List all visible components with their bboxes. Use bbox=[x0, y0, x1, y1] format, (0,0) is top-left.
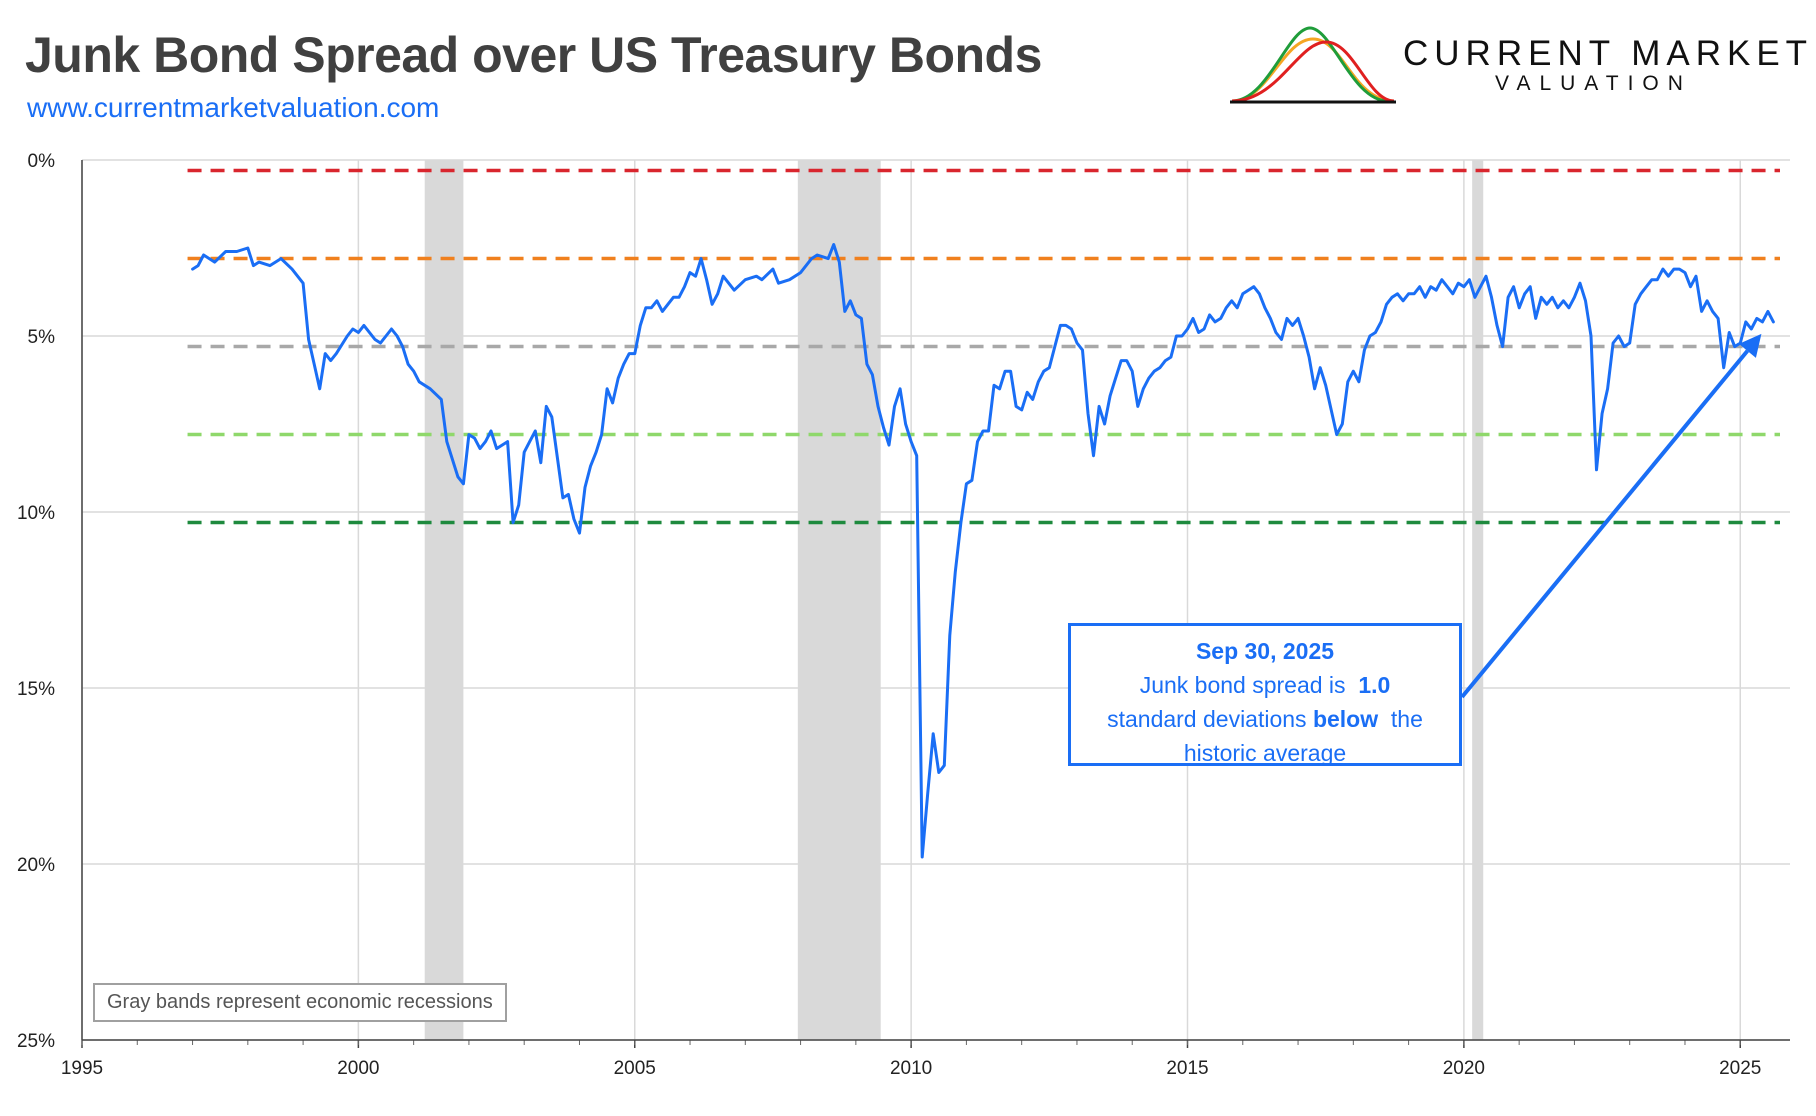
annotation-arrow bbox=[1460, 333, 1762, 699]
x-tick-label: 2000 bbox=[337, 1058, 379, 1079]
y-tick-label: 0% bbox=[28, 151, 56, 172]
annotation-arrow-shaft bbox=[1460, 349, 1749, 699]
logo-curve-red bbox=[1231, 40, 1395, 103]
series-line bbox=[191, 243, 1775, 859]
gridlines bbox=[81, 159, 1790, 1041]
annotation-box: Sep 30, 2025 Junk bond spread is 1.0 sta… bbox=[1068, 623, 1462, 766]
x-tick-label: 2020 bbox=[1443, 1058, 1485, 1079]
y-tick-label: 15% bbox=[17, 679, 55, 700]
website-link[interactable]: www.currentmarketvaluation.com bbox=[27, 92, 440, 123]
logo-curve-green bbox=[1231, 26, 1389, 103]
brand-name-line2: VALUATION bbox=[1495, 72, 1692, 95]
recession-band bbox=[1472, 160, 1484, 1040]
y-tick-label: 10% bbox=[17, 503, 55, 524]
reference-lines bbox=[187, 168, 1780, 525]
recession-band bbox=[797, 160, 881, 1040]
y-tick-label: 5% bbox=[28, 327, 56, 348]
annotation-line2: standard deviations below the bbox=[1107, 706, 1423, 732]
annotation-line3: historic average bbox=[1183, 740, 1347, 766]
brand-logo: CURRENT MARKET VALUATION bbox=[1228, 24, 1808, 104]
x-tick-label: 2015 bbox=[1166, 1058, 1208, 1079]
x-tick-label: 1995 bbox=[61, 1058, 103, 1079]
y-tick-label: 25% bbox=[17, 1031, 55, 1052]
brand-name-line1: CURRENT MARKET bbox=[1403, 34, 1814, 73]
series-layer bbox=[191, 243, 1775, 859]
recession-band bbox=[424, 160, 464, 1040]
y-tick-label: 20% bbox=[17, 855, 55, 876]
annotation-date: Sep 30, 2025 bbox=[1195, 638, 1335, 664]
x-tick-label: 2010 bbox=[890, 1058, 932, 1079]
annotation-line1: Junk bond spread is 1.0 bbox=[1139, 672, 1391, 698]
bell-curves-icon bbox=[1230, 26, 1396, 104]
axes: 0% 5% 10% 15% 20% 25% 1995 2000 2005 2010 2015 2020… bbox=[17, 151, 1790, 1079]
recession-bands bbox=[424, 160, 1484, 1040]
annotation-arrow-head bbox=[1738, 333, 1762, 358]
x-tick-label: 2005 bbox=[614, 1058, 656, 1079]
recession-note: Gray bands represent economic recessions bbox=[93, 983, 507, 1022]
chart-title: Junk Bond Spread over US Treasury Bonds bbox=[25, 27, 1042, 83]
x-tick-label: 2025 bbox=[1719, 1058, 1761, 1079]
